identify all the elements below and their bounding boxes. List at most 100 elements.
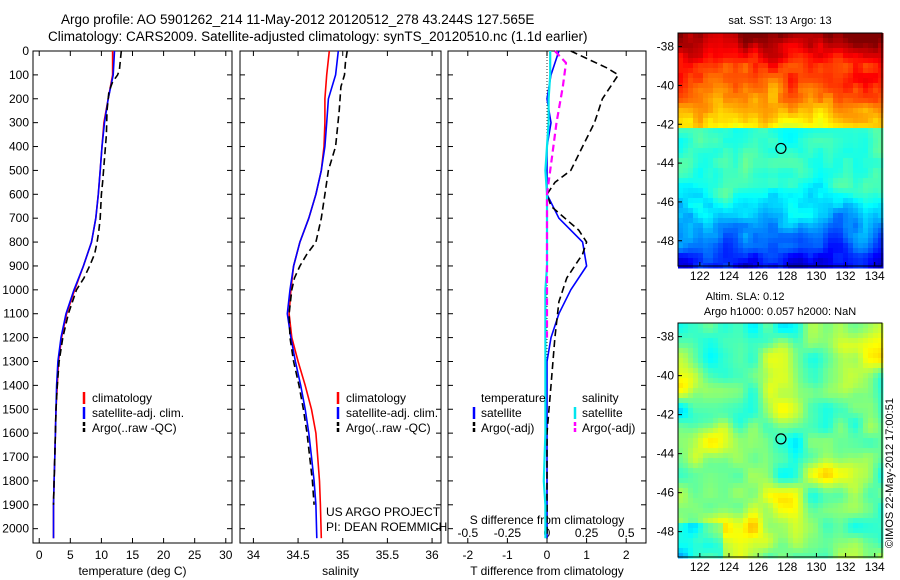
map-cell — [878, 243, 884, 249]
map-cell — [688, 193, 694, 199]
map-cell — [873, 388, 879, 394]
map-cell — [843, 503, 849, 509]
map-cell — [758, 213, 764, 219]
map-cell — [843, 168, 849, 174]
map-cell — [693, 128, 699, 134]
map-cell — [808, 523, 814, 529]
map-cell — [748, 213, 754, 219]
map-cell — [778, 323, 784, 329]
map-cell — [783, 53, 789, 59]
map-cell — [863, 143, 869, 149]
y-tick-label: 200 — [9, 92, 29, 106]
map-cell — [863, 218, 869, 224]
map-cell — [808, 333, 814, 339]
y-tick-label: 0 — [22, 44, 29, 58]
map-cell — [868, 423, 874, 429]
map-cell — [703, 343, 709, 349]
map-cell — [753, 513, 759, 519]
map-cell — [763, 533, 769, 539]
map-cell — [863, 338, 869, 344]
map-cell — [808, 108, 814, 114]
map-cell — [823, 358, 829, 364]
map-cell — [808, 83, 814, 89]
map-cell — [868, 508, 874, 514]
map-cell — [798, 113, 804, 119]
map-cell — [823, 528, 829, 534]
sst-map-title: sat. SST: 13 Argo: 13 — [728, 15, 831, 27]
map-cell — [868, 413, 874, 419]
map-cell — [853, 398, 859, 404]
map-cell — [778, 438, 784, 444]
map-cell — [848, 368, 854, 374]
map-cell — [793, 338, 799, 344]
map-cell — [733, 328, 739, 334]
map-cell — [748, 428, 754, 434]
map-cell — [698, 188, 704, 194]
map-cell — [683, 398, 689, 404]
map-cell — [743, 483, 749, 489]
map-cell — [833, 503, 839, 509]
map-cell — [868, 533, 874, 539]
map-cell — [693, 503, 699, 509]
map-cell — [858, 88, 864, 94]
map-cell — [813, 458, 819, 464]
map-cell — [778, 483, 784, 489]
map-cell — [773, 368, 779, 374]
map-cell — [798, 378, 804, 384]
map-cell — [818, 498, 824, 504]
map-cell — [718, 388, 724, 394]
map-cell — [768, 513, 774, 519]
map-x-tick-label: 132 — [836, 560, 856, 574]
map-cell — [858, 363, 864, 369]
map-cell — [798, 98, 804, 104]
map-cell — [783, 208, 789, 214]
map-cell — [768, 403, 774, 409]
map-cell — [678, 228, 684, 234]
map-cell — [678, 543, 684, 549]
map-cell — [843, 528, 849, 534]
map-cell — [783, 258, 789, 264]
map-cell — [833, 508, 839, 514]
map-cell — [738, 143, 744, 149]
map-cell — [743, 188, 749, 194]
map-cell — [718, 128, 724, 134]
map-cell — [828, 198, 834, 204]
map-cell — [748, 148, 754, 154]
map-cell — [733, 398, 739, 404]
map-cell — [823, 333, 829, 339]
map-cell — [843, 433, 849, 439]
map-cell — [788, 328, 794, 334]
map-cell — [783, 443, 789, 449]
map-cell — [763, 93, 769, 99]
map-cell — [753, 38, 759, 44]
map-cell — [803, 498, 809, 504]
map-cell — [808, 393, 814, 399]
map-cell — [678, 73, 684, 79]
map-cell — [853, 103, 859, 109]
map-cell — [763, 73, 769, 79]
map-cell — [693, 493, 699, 499]
map-cell — [788, 398, 794, 404]
map-cell — [873, 448, 879, 454]
map-cell — [718, 423, 724, 429]
map-cell — [713, 483, 719, 489]
map-cell — [773, 48, 779, 54]
map-cell — [683, 528, 689, 534]
map-cell — [813, 88, 819, 94]
map-cell — [848, 98, 854, 104]
map-cell — [678, 163, 684, 169]
map-cell — [768, 498, 774, 504]
map-cell — [798, 73, 804, 79]
map-cell — [788, 198, 794, 204]
map-cell — [683, 68, 689, 74]
map-cell — [863, 73, 869, 79]
map-cell — [723, 138, 729, 144]
map-cell — [828, 83, 834, 89]
map-cell — [748, 338, 754, 344]
map-cell — [788, 393, 794, 399]
map-cell — [818, 118, 824, 124]
map-cell — [863, 228, 869, 234]
map-cell — [768, 348, 774, 354]
map-cell — [768, 548, 774, 554]
map-cell — [793, 208, 799, 214]
